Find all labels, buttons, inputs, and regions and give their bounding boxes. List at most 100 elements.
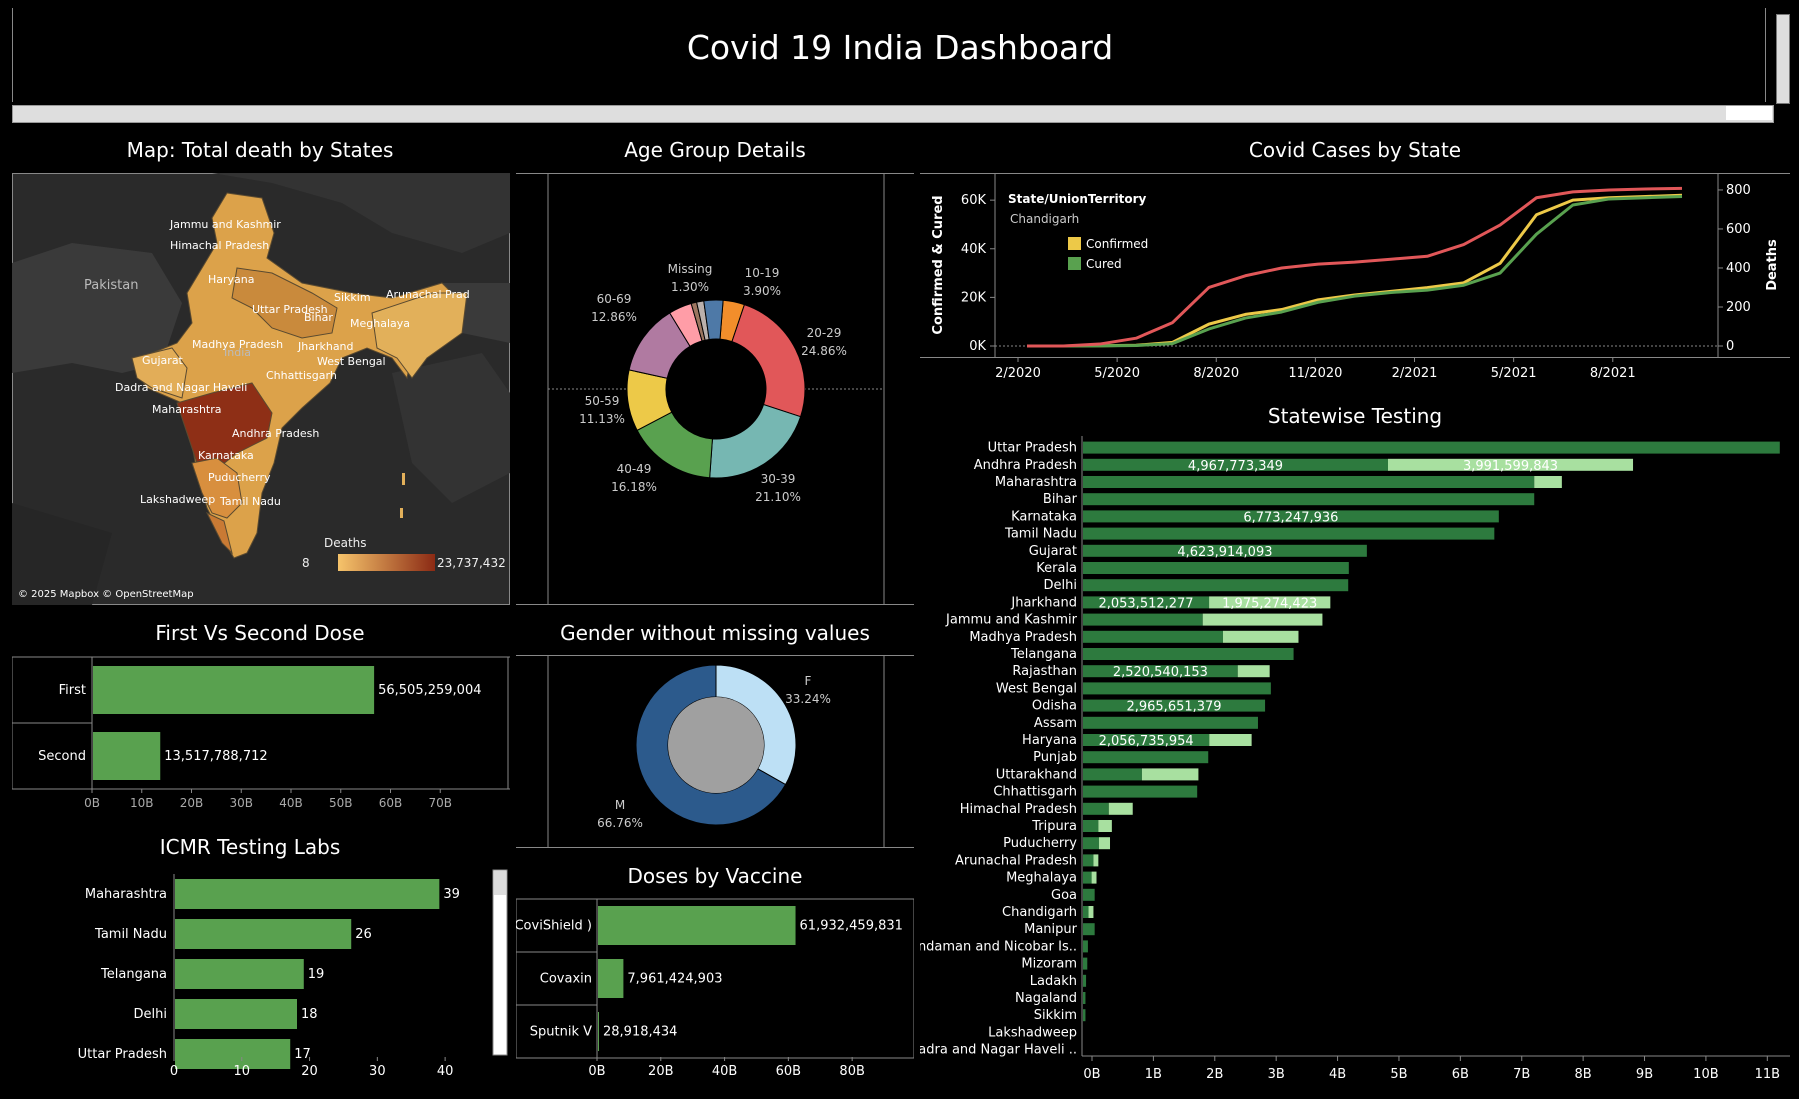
state-bar-light-arunachal-pradesh[interactable] [1093, 854, 1099, 867]
gender-label-f: F [805, 674, 812, 688]
map-label-bihar: Bihar [304, 311, 333, 324]
state-bar-dark-meghalaya[interactable] [1083, 871, 1092, 884]
state-xtick-2b: 2B [1206, 1067, 1223, 1082]
state-bar-dark-haryana[interactable] [1083, 734, 1210, 746]
state-label-west-bengal: West Bengal [996, 681, 1077, 696]
state-bar-dark-punjab[interactable] [1083, 751, 1209, 764]
bar-label-second: Second [38, 749, 86, 764]
age-label-60-69: 60-69 [597, 292, 632, 306]
state-bar-dark-maharashtra[interactable] [1083, 476, 1535, 488]
bar-telangana[interactable] [175, 959, 304, 989]
state-label-uttar-pradesh: Uttar Pradesh [988, 441, 1077, 456]
state-bar-dark-tamil-nadu[interactable] [1083, 527, 1495, 540]
vaccine-chart[interactable]: CoviShield ) 61,932,459,831 Covaxin 7,961,4… [516, 897, 914, 1090]
state-label-meghalaya: Meghalaya [1006, 871, 1077, 886]
state-bar-dark-bihar[interactable] [1083, 493, 1535, 506]
state-label-andaman-and-nicobar-is: Andaman and Nicobar Is.. [920, 939, 1077, 954]
ytick-left-60k: 60K [961, 193, 987, 208]
state-bar-light-madhya-pradesh[interactable] [1222, 630, 1299, 643]
state-label-ladakh: Ladakh [1030, 974, 1077, 989]
state-label-bihar: Bihar [1043, 492, 1078, 507]
icmr-scrollbar-thumb[interactable] [494, 871, 506, 895]
map-label-sikkim: Sikkim [334, 291, 371, 304]
statewise-chart[interactable]: Uttar Pradesh Andhra Pradesh 4,967,773,349… [920, 436, 1790, 1091]
bar-tamil-nadu[interactable] [175, 919, 352, 949]
state-bar-dark-himachal-pradesh[interactable] [1083, 802, 1109, 815]
state-bar-light-maharashtra[interactable] [1534, 476, 1562, 488]
series-line-deaths[interactable] [1027, 186, 1683, 348]
bar-covishield[interactable] [598, 906, 796, 945]
state-bar-dark-west-bengal[interactable] [1083, 682, 1271, 695]
dose-chart[interactable]: First 56,505,259,004 Second 13,517,788,712 0… [12, 655, 510, 815]
state-label-sikkim: Sikkim [1034, 1008, 1077, 1023]
state-bar-dark-madhya-pradesh[interactable] [1083, 630, 1223, 643]
series-line-cured[interactable] [1027, 195, 1683, 348]
state-bar-light-uttarakhand[interactable] [1141, 768, 1199, 781]
state-bar-light-tripura[interactable] [1098, 820, 1112, 832]
state-bar-dark-karnataka[interactable] [1083, 510, 1499, 523]
state-bar-light-puducherry[interactable] [1098, 837, 1111, 850]
bar-maharashtra[interactable] [175, 879, 440, 909]
icmr-chart[interactable]: Maharashtra 39 Tamil Nadu 26 Telangana 19 Delh… [12, 868, 510, 1093]
age-group-chart[interactable]: 10-19 3.90% 20-29 24.86% 30-39 21.10% 40-49 16.… [516, 173, 914, 605]
state-bar-light-jharkhand[interactable] [1209, 596, 1331, 609]
state-bar-light-rajasthan[interactable] [1237, 665, 1270, 678]
age-group-title: Age Group Details [624, 138, 806, 162]
map-label-dadra-and-nagar-haveli: Dadra and Nagar Haveli [115, 381, 247, 394]
state-label-lakshadweep: Lakshadweep [988, 1025, 1077, 1040]
state-bar-dark-puducherry[interactable] [1083, 837, 1099, 850]
state-bar-dark-chhattisgarh[interactable] [1083, 785, 1198, 798]
state-bar-light-chandigarh[interactable] [1088, 906, 1094, 918]
state-bar-dark-rajasthan[interactable] [1083, 665, 1238, 678]
bar-uttar-pradesh[interactable] [175, 1039, 291, 1069]
cases-legend-subtitle[interactable]: Chandigarh [1010, 212, 1079, 226]
covid-cases-chart[interactable]: Confirmed & Cured Deaths 60K 40K 20K 0K 800 6… [920, 173, 1790, 388]
state-bar-dark-uttarakhand[interactable] [1083, 768, 1142, 781]
bar-sputnik-v[interactable] [598, 1012, 599, 1051]
series-line-confirmed[interactable] [1027, 193, 1683, 348]
state-bar-light-himachal-pradesh[interactable] [1108, 802, 1133, 815]
state-bar-dark-manipur[interactable] [1083, 923, 1095, 936]
state-bar-dark-tripura[interactable] [1083, 820, 1099, 832]
state-bar-dark-odisha[interactable] [1083, 699, 1266, 712]
state-bar-light-andhra-pradesh[interactable] [1387, 458, 1634, 471]
state-label-assam: Assam [1034, 716, 1077, 731]
state-bar-dark-chandigarh[interactable] [1083, 906, 1089, 918]
xtick-2-30b: 30B [229, 796, 253, 810]
horizontal-scrollbar-thumb[interactable] [1726, 106, 1772, 120]
state-bar-dark-andaman-and-nicobar-is[interactable] [1083, 940, 1088, 953]
bar-delhi[interactable] [175, 999, 297, 1029]
bar-first[interactable] [93, 666, 375, 714]
state-bar-dark-gujarat[interactable] [1083, 544, 1367, 557]
state-bar-dark-nagaland[interactable] [1083, 992, 1086, 1004]
state-bar-dark-andhra-pradesh[interactable] [1083, 458, 1388, 471]
icmr-scrollbar[interactable] [492, 869, 508, 1056]
state-bar-dark-jammu-and-kashmir[interactable] [1083, 613, 1203, 626]
state-bar-light-haryana[interactable] [1209, 734, 1252, 746]
state-bar-dark-jharkhand[interactable] [1083, 596, 1210, 609]
state-label-chandigarh: Chandigarh [1002, 905, 1077, 920]
state-bar-light-meghalaya[interactable] [1091, 871, 1097, 884]
state-bar-dark-arunachal-pradesh[interactable] [1083, 854, 1094, 867]
state-bar-dark-telangana[interactable] [1083, 648, 1294, 660]
state-bar-dark-goa[interactable] [1083, 888, 1095, 901]
state-bar-dark-kerala[interactable] [1083, 562, 1349, 574]
age-center [666, 339, 766, 439]
state-bar-dark-assam[interactable] [1083, 716, 1258, 729]
vertical-scrollbar[interactable] [1776, 14, 1790, 104]
state-bar-light-jammu-and-kashmir[interactable] [1202, 613, 1323, 626]
bar-label-delhi: Delhi [134, 1007, 167, 1022]
map-label-karnataka: Karnataka [198, 449, 254, 462]
bar-second[interactable] [93, 732, 161, 780]
death-map[interactable]: Jammu and Kashmir Himachal Pradesh Haryana… [12, 173, 510, 605]
state-bar-dark-sikkim[interactable] [1083, 1009, 1086, 1022]
state-bar-dark-delhi[interactable] [1083, 579, 1349, 592]
state-bar-dark-uttar-pradesh[interactable] [1083, 441, 1780, 454]
horizontal-scrollbar[interactable] [12, 105, 1774, 123]
bar-covaxin[interactable] [598, 959, 624, 998]
state-value-dark-rajasthan: 2,520,540,153 [1113, 665, 1208, 680]
state-bar-dark-ladakh[interactable] [1083, 974, 1087, 987]
gender-chart[interactable]: F 33.24% M 66.76% [516, 655, 914, 849]
xtick-5-20b: 20B [648, 1064, 673, 1079]
state-bar-dark-mizoram[interactable] [1083, 957, 1088, 970]
